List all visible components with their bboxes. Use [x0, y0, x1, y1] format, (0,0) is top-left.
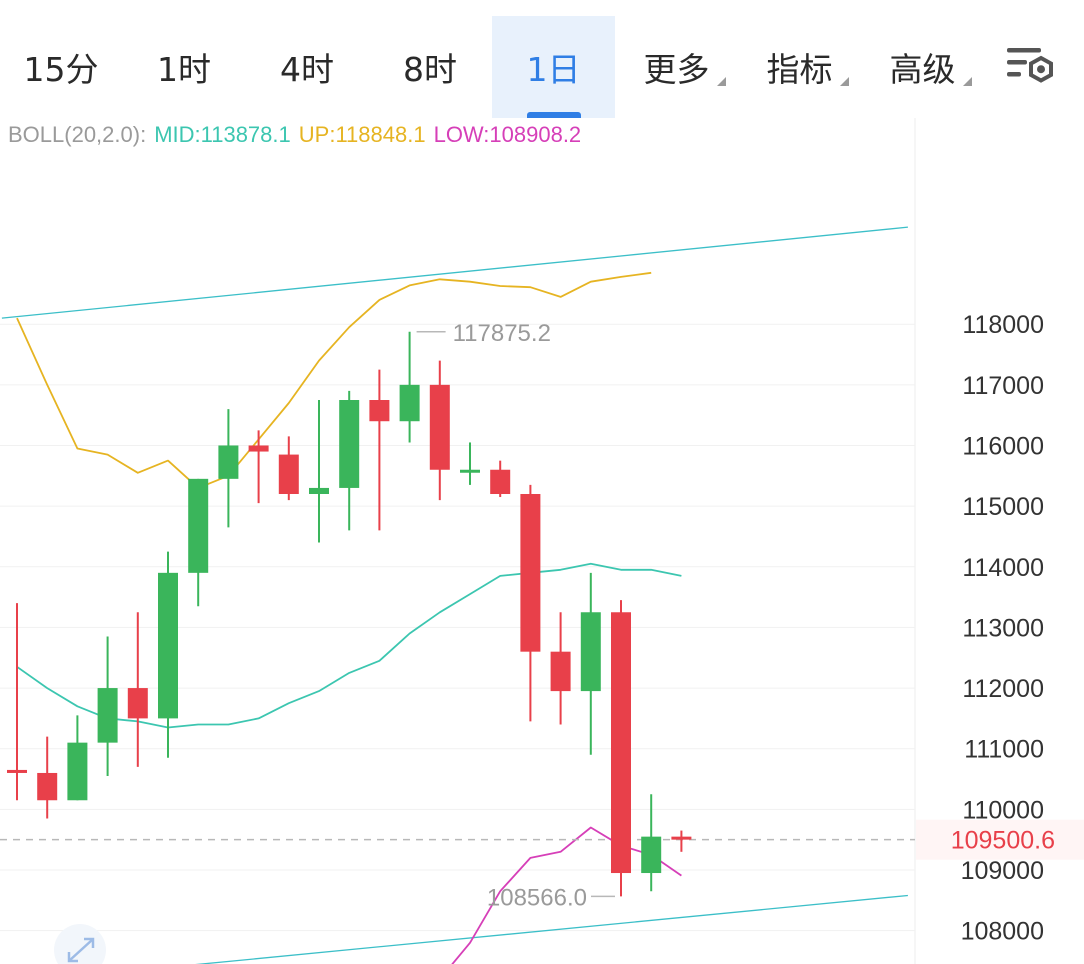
candle-body: [37, 772, 58, 801]
boll-mid-value: MID:113878.1: [154, 122, 291, 147]
candle-body: [127, 688, 148, 719]
candle-body: [671, 836, 692, 840]
boll-indicator-legend: BOLL(20,2.0): MID:113878.1 UP:118848.1 LOW:…: [8, 122, 589, 148]
chart-settings-icon: [1007, 48, 1053, 83]
y-tick-label: 117000: [962, 372, 1044, 400]
boll-mid-line: [16, 562, 682, 729]
candle-body: [67, 742, 88, 801]
indicators-caret-icon: [840, 77, 849, 86]
candle-body: [188, 478, 209, 573]
tab-8h-label: 8时: [403, 50, 457, 89]
candle-body: [429, 384, 450, 470]
candle-body: [641, 836, 662, 874]
candle-body: [278, 454, 299, 494]
tab-15m[interactable]: 15分: [0, 16, 122, 118]
boll-lower-line: [451, 826, 682, 964]
candle-body: [7, 769, 27, 773]
candle-body: [309, 487, 329, 494]
boll-name: BOLL(20,2.0):: [8, 122, 147, 147]
expand-chart-icon[interactable]: [54, 924, 106, 964]
candle-body: [611, 612, 631, 874]
tab-4h[interactable]: 4时: [246, 16, 368, 118]
candle-body: [580, 612, 601, 692]
y-tick-label: 108000: [961, 918, 1044, 946]
active-tab-indicator: [526, 112, 581, 118]
tab-1d-label: 1日: [526, 50, 581, 89]
tab-1h-label: 1时: [157, 50, 211, 89]
y-tick-label: 118000: [962, 311, 1044, 339]
tab-8h[interactable]: 8时: [368, 16, 492, 118]
timeframe-tabbar: 15分 1时 4时 8时 1日 更多 指标 高级: [0, 0, 1084, 118]
low-annotation-label: 108566.0: [487, 884, 587, 911]
chart-settings-button[interactable]: [1004, 44, 1060, 90]
candle-body: [460, 469, 480, 473]
y-tick-label: 114000: [962, 554, 1044, 582]
candle-body: [490, 469, 511, 494]
y-tick-label: 113000: [962, 614, 1044, 642]
candle-body: [218, 445, 239, 479]
more-caret-icon: [717, 77, 726, 86]
boll-upper-line: [16, 271, 652, 489]
high-annotation-label: 117875.2: [453, 320, 551, 347]
advanced-caret-icon: [963, 77, 972, 86]
candle-body: [550, 651, 571, 692]
candle-body: [158, 572, 178, 719]
y-tick-label: 116000: [962, 432, 1044, 460]
current-price-label: 109500.6: [951, 827, 1055, 855]
current-price-tag: [916, 819, 1084, 860]
tab-1h[interactable]: 1时: [122, 16, 246, 118]
trend-line: [1, 226, 908, 319]
y-tick-label: 109000: [961, 857, 1044, 885]
candle-body: [97, 688, 118, 743]
candle-body: [369, 400, 390, 422]
y-tick-label: 112000: [962, 675, 1044, 703]
y-tick-label: 111000: [964, 736, 1044, 764]
tab-indicators[interactable]: 指标: [738, 16, 861, 118]
boll-low-value: LOW:108908.2: [433, 122, 582, 147]
candle-body: [399, 384, 420, 422]
tab-advanced-label: 高级: [889, 50, 956, 89]
trend-line: [195, 894, 908, 964]
candle-body: [339, 400, 360, 488]
tab-1d[interactable]: 1日: [492, 16, 615, 118]
y-tick-label: 115000: [962, 493, 1044, 521]
tab-more-label: 更多: [643, 50, 710, 89]
tab-more[interactable]: 更多: [615, 16, 738, 118]
tab-15m-label: 15分: [23, 50, 99, 89]
tab-4h-label: 4时: [280, 50, 334, 89]
boll-up-value: UP:118848.1: [298, 122, 426, 147]
candle-body: [520, 494, 541, 652]
tab-advanced[interactable]: 高级: [861, 16, 984, 118]
candle-body: [248, 445, 269, 452]
tab-indicators-label: 指标: [766, 50, 833, 89]
